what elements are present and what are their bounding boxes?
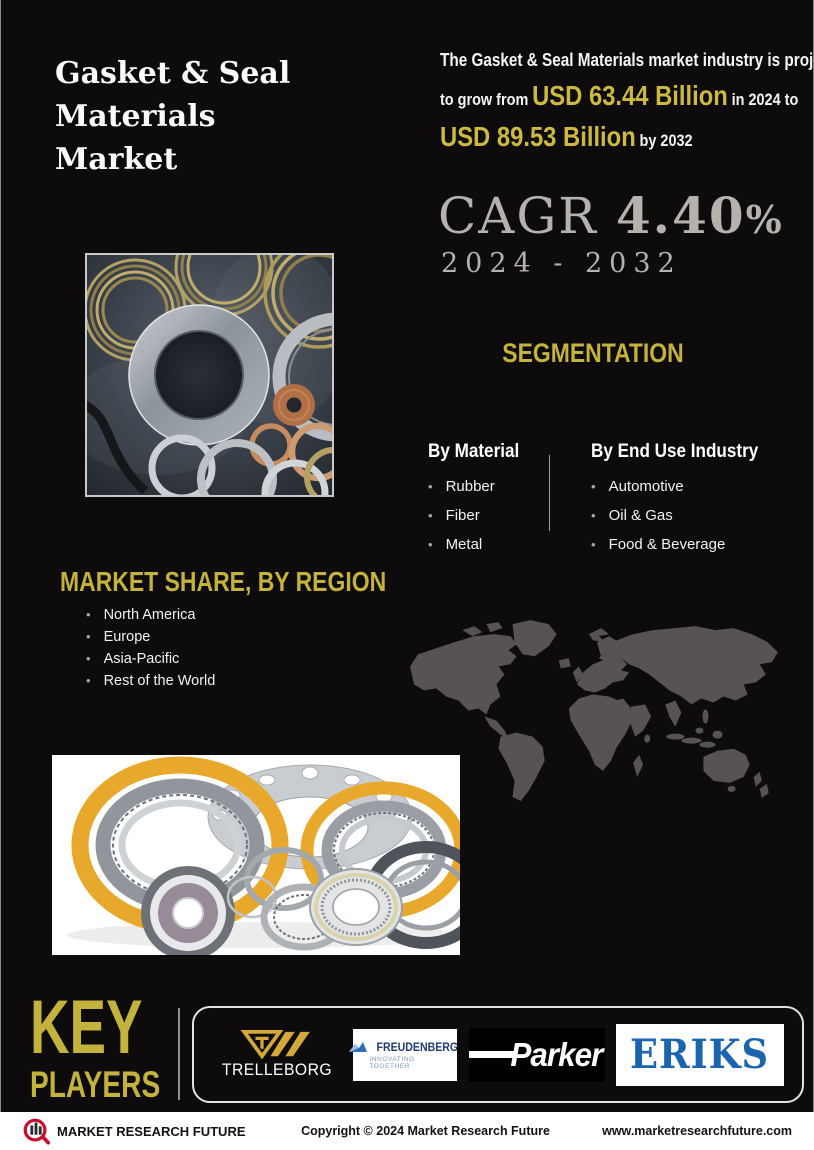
segmentation-item: Rubber bbox=[428, 472, 529, 501]
segmentation-heading: By Material bbox=[428, 441, 520, 462]
cagr-line: CAGR 4.40% bbox=[438, 186, 784, 245]
market-projection: The Gasket & Seal Materials market indus… bbox=[440, 50, 814, 160]
region-item: Asia-Pacific bbox=[86, 648, 215, 670]
market-share-title: MARKET SHARE, BY REGION bbox=[60, 566, 387, 597]
trelleborg-triangles-icon bbox=[240, 1029, 310, 1059]
projection-line-1: The Gasket & Seal Materials market indus… bbox=[440, 50, 814, 70]
footer-brand-name: MARKET RESEARCH FUTURE bbox=[57, 1123, 246, 1139]
projection-line-3: USD 89.53 Billion by 2032 bbox=[440, 119, 814, 160]
segmentation-item-label: Metal bbox=[445, 536, 483, 553]
segmentation-item-label: Rubber bbox=[445, 478, 495, 495]
region-label: Rest of the World bbox=[103, 673, 216, 689]
segmentation-item-label: Automotive bbox=[608, 478, 684, 495]
segmentation-item-label: Fiber bbox=[445, 507, 480, 524]
gasket-photo-bottom bbox=[52, 755, 460, 955]
key-players-title-line2: PLAYERS bbox=[30, 1064, 161, 1105]
freudenberg-wordmark: FREUDENBERG bbox=[376, 1039, 458, 1054]
logo-freudenberg: FREUDENBERG INNOVATING TOGETHER bbox=[348, 1028, 458, 1081]
logo-eriks: ERIKS bbox=[615, 1023, 784, 1086]
freudenberg-tagline: INNOVATING TOGETHER bbox=[369, 1055, 415, 1070]
footer-copyright: Copyright © 2024 Market Research Future bbox=[301, 1124, 550, 1138]
segmentation-item-label: Food & Beverage bbox=[608, 536, 726, 553]
segmentation-title: SEGMENTATION bbox=[502, 338, 684, 368]
projection-value-2024: USD 63.44 Billion bbox=[532, 80, 728, 111]
eriks-wordmark: ERIKS bbox=[630, 1031, 770, 1078]
segmentation-item: Oil & Gas bbox=[591, 501, 777, 530]
region-label: Asia-Pacific bbox=[103, 651, 180, 667]
segmentation-item-label: Oil & Gas bbox=[608, 507, 673, 524]
gasket-photo-top bbox=[85, 253, 334, 497]
projection-value-2032: USD 89.53 Billion bbox=[440, 121, 636, 152]
region-item: Rest of the World bbox=[86, 670, 216, 692]
projection-line-2: to grow from USD 63.44 Billion in 2024 t… bbox=[440, 78, 814, 119]
logo-parker: Parker bbox=[468, 1027, 605, 1082]
footer-website-link[interactable]: www.marketresearchfuture.com bbox=[602, 1124, 792, 1138]
segmentation-item: Food & Beverage bbox=[591, 530, 777, 559]
segmentation-divider bbox=[549, 455, 550, 531]
footer-bar: MARKET RESEARCH FUTURE Copyright © 2024 … bbox=[0, 1112, 814, 1150]
trelleborg-wordmark: TRELLEBORG bbox=[221, 1061, 333, 1079]
segmentation-column-material: By Material Rubber Fiber Metal bbox=[428, 441, 529, 559]
cagr-period: 2024 - 2032 bbox=[441, 248, 682, 279]
page-title-line: Gasket & Seal bbox=[55, 56, 291, 91]
segmentation-heading: By End Use Industry bbox=[591, 441, 759, 462]
cagr-value: 4.40 bbox=[615, 186, 746, 245]
parker-wordmark: Parker bbox=[510, 1035, 603, 1073]
segmentation-item: Metal bbox=[428, 530, 529, 559]
key-players-logo-box: TRELLEBORG FREUDENBERG INNOVATING TOGETH… bbox=[192, 1006, 804, 1103]
key-players-divider bbox=[178, 1008, 180, 1100]
region-item: Europe bbox=[86, 626, 215, 648]
freudenberg-flag-icon bbox=[348, 1041, 367, 1052]
region-label: North America bbox=[103, 607, 196, 623]
logo-trelleborg: TRELLEBORG bbox=[212, 1029, 342, 1080]
cagr-label: CAGR bbox=[438, 187, 598, 245]
page-title: Gasket & Seal Materials Market bbox=[55, 52, 335, 181]
world-map bbox=[402, 606, 814, 802]
projection-grow-prefix: to grow from bbox=[440, 90, 529, 109]
segmentation-column-end-use: By End Use Industry Automotive Oil & Gas… bbox=[591, 441, 777, 559]
segmentation-item: Automotive bbox=[591, 472, 777, 501]
footer-brand: MARKET RESEARCH FUTURE bbox=[22, 1117, 284, 1145]
projection-grow-mid: in 2024 to bbox=[731, 90, 799, 109]
segmentation-item: Fiber bbox=[428, 501, 529, 530]
projection-grow-suffix: by 2032 bbox=[639, 131, 693, 150]
cagr-percent-sign: % bbox=[745, 197, 784, 242]
region-label: Europe bbox=[103, 629, 151, 645]
world-map-graphic bbox=[410, 620, 778, 801]
cagr-stat: CAGR 4.40% 2024 - 2032 bbox=[438, 186, 784, 279]
region-item: North America bbox=[86, 604, 215, 626]
page-title-line: Materials bbox=[55, 99, 216, 134]
parker-dash-icon bbox=[468, 1051, 514, 1058]
market-research-future-logo-icon bbox=[23, 1118, 50, 1145]
key-players-title-line1: KEY bbox=[30, 985, 143, 1070]
key-players-title: KEY PLAYERS bbox=[30, 985, 201, 1105]
metal-gaskets-illustration bbox=[87, 255, 332, 495]
page-title-line: Market bbox=[55, 142, 178, 177]
region-list: North America Europe Asia-Pacific Rest o… bbox=[86, 604, 216, 692]
spiral-wound-gaskets-illustration bbox=[52, 755, 460, 955]
